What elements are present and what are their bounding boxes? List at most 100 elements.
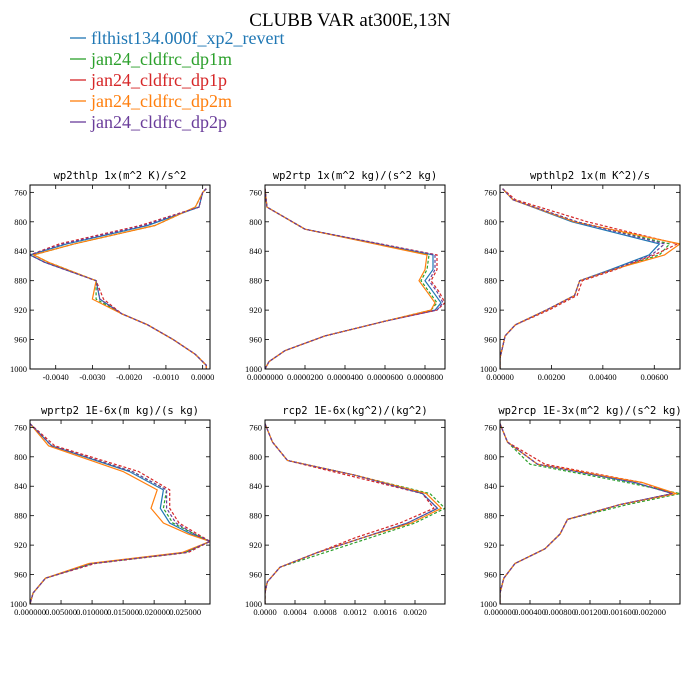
series-line-4-3 — [265, 423, 443, 604]
panel-frame-4 — [264, 419, 446, 605]
xtick-label-0-0: -0.0040 — [43, 372, 69, 382]
series-line-3-0 — [30, 423, 210, 604]
xtick-label-5-3: 0.001200 — [574, 607, 606, 617]
ytick-label-5-2: 840 — [484, 481, 497, 491]
series-line-5-4 — [500, 423, 673, 604]
ytick-label-3-1: 800 — [14, 452, 27, 462]
ytick-label-2-1: 800 — [484, 217, 497, 227]
series-line-2-0 — [500, 188, 661, 369]
legend-label-0: flthist134.000f_xp2_revert — [91, 28, 284, 48]
series-line-0-2 — [30, 188, 207, 369]
ytick-label-3-5: 960 — [14, 570, 27, 580]
legend: flthist134.000f_xp2_revertjan24_cldfrc_d… — [70, 28, 284, 132]
xtick-label-5-2: 0.000800 — [544, 607, 576, 617]
ytick-label-4-2: 840 — [249, 481, 262, 491]
series-line-1-0 — [265, 188, 442, 369]
figure-title: CLUBB VAR at300E,13N — [249, 10, 451, 31]
panel-title-5: wp2rcp 1E-3x(m^2 kg)/(s^2 kg) — [498, 405, 681, 417]
panel-5: wp2rcp 1E-3x(m^2 kg)/(s^2 kg)760 800 840 88… — [480, 405, 682, 617]
ytick-label-4-1: 800 — [249, 452, 262, 462]
xtick-label-3-1: 0.005000 — [45, 607, 77, 617]
series-line-2-3 — [500, 188, 680, 369]
series-line-2-2 — [500, 188, 680, 369]
panel-1: wp2rtp 1x(m^2 kg)/(s^2 kg) 760 800 840 880 92… — [245, 170, 446, 382]
ytick-label-4-4: 920 — [249, 540, 262, 550]
ytick-label-5-0: 760 — [484, 422, 497, 432]
ytick-label-0-6: 1000 — [10, 364, 27, 374]
ytick-label-3-3: 880 — [14, 511, 27, 521]
panel-title-4: rcp2 1E-6x(kg^2)/(kg^2) — [282, 405, 427, 417]
panels: wp2thlp 1x(m^2 K)/s^2 760 800 840 880 920 960 1… — [10, 170, 682, 617]
xtick-label-4-2: 0.0008 — [313, 607, 336, 617]
ytick-label-4-0: 760 — [249, 422, 262, 432]
ytick-label-5-6: 1000 — [480, 599, 497, 609]
series-line-1-2 — [265, 188, 445, 369]
series-line-0-3 — [32, 188, 207, 369]
ytick-label-5-1: 800 — [484, 452, 497, 462]
ytick-label-0-1: 800 — [14, 217, 27, 227]
series-line-0-0 — [30, 188, 207, 369]
ytick-label-0-4: 920 — [14, 305, 27, 315]
legend-label-3: jan24_cldfrc_dp2m — [90, 91, 232, 111]
ytick-label-4-3: 880 — [249, 511, 262, 521]
ytick-label-1-5: 960 — [249, 335, 262, 345]
xtick-label-3-3: 0.015000 — [107, 607, 139, 617]
ytick-label-3-6: 1000 — [10, 599, 27, 609]
ytick-label-5-4: 920 — [484, 540, 497, 550]
xtick-label-1-2: 0.0000400 — [327, 372, 363, 382]
ytick-label-0-3: 880 — [14, 276, 27, 286]
panel-title-0: wp2thlp 1x(m^2 K)/s^2 — [54, 170, 187, 182]
ytick-label-2-5: 960 — [484, 335, 497, 345]
ytick-label-2-3: 880 — [484, 276, 497, 286]
xtick-label-1-0: 0.0000000 — [247, 372, 283, 382]
series-line-3-4 — [30, 423, 210, 604]
legend-label-1: jan24_cldfrc_dp1m — [90, 49, 232, 69]
series-line-4-4 — [265, 423, 439, 604]
panel-frame-0 — [29, 184, 211, 370]
series-line-0-1 — [32, 188, 207, 369]
panel-frame-1 — [264, 184, 446, 370]
xtick-label-2-2: 0.00400 — [589, 372, 617, 382]
ytick-label-3-2: 840 — [14, 481, 27, 491]
xtick-label-5-1: 0.000400 — [514, 607, 546, 617]
series-line-5-1 — [500, 423, 680, 604]
legend-label-2: jan24_cldfrc_dp1p — [90, 70, 227, 90]
xtick-label-1-4: 0.0000800 — [407, 372, 443, 382]
ytick-label-1-1: 800 — [249, 217, 262, 227]
xtick-label-5-0: 0.000000 — [484, 607, 516, 617]
panel-title-2: wpthlp2 1x(m K^2)/s — [530, 170, 650, 182]
panel-4: rcp2 1E-6x(kg^2)/(kg^2) 760 800 840 880 920 96… — [245, 405, 446, 617]
xtick-label-4-4: 0.0016 — [373, 607, 396, 617]
xtick-label-3-2: 0.010000 — [76, 607, 108, 617]
ytick-label-0-5: 960 — [14, 335, 27, 345]
xtick-label-1-3: 0.0000600 — [367, 372, 403, 382]
xtick-label-4-3: 0.0012 — [343, 607, 366, 617]
xtick-label-1-1: 0.0000200 — [287, 372, 323, 382]
series-line-1-4 — [265, 188, 444, 369]
ytick-label-2-4: 920 — [484, 305, 497, 315]
xtick-label-5-5: 0.002000 — [634, 607, 666, 617]
ytick-label-1-6: 1000 — [245, 364, 262, 374]
ytick-label-4-6: 1000 — [245, 599, 262, 609]
ytick-label-2-2: 840 — [484, 246, 497, 256]
legend-label-4: jan24_cldfrc_dp2p — [90, 112, 227, 132]
series-line-4-1 — [265, 423, 445, 604]
xtick-label-2-1: 0.00200 — [538, 372, 566, 382]
ytick-label-5-5: 960 — [484, 570, 497, 580]
ytick-label-5-3: 880 — [484, 511, 497, 521]
xtick-label-3-0: 0.000000 — [14, 607, 46, 617]
series-line-0-4 — [30, 188, 207, 369]
xtick-label-4-5: 0.0020 — [403, 607, 426, 617]
ytick-label-3-4: 920 — [14, 540, 27, 550]
ytick-label-2-0: 760 — [484, 187, 497, 197]
xtick-label-3-5: 0.025000 — [169, 607, 201, 617]
xtick-label-0-1: -0.0030 — [79, 372, 105, 382]
series-line-2-4 — [500, 188, 666, 369]
ytick-label-0-0: 760 — [14, 187, 27, 197]
series-line-4-2 — [265, 423, 435, 604]
xtick-label-5-4: 0.001600 — [604, 607, 636, 617]
xtick-label-0-3: -0.0010 — [153, 372, 179, 382]
ytick-label-1-0: 760 — [249, 187, 262, 197]
xtick-label-0-2: -0.0020 — [116, 372, 142, 382]
